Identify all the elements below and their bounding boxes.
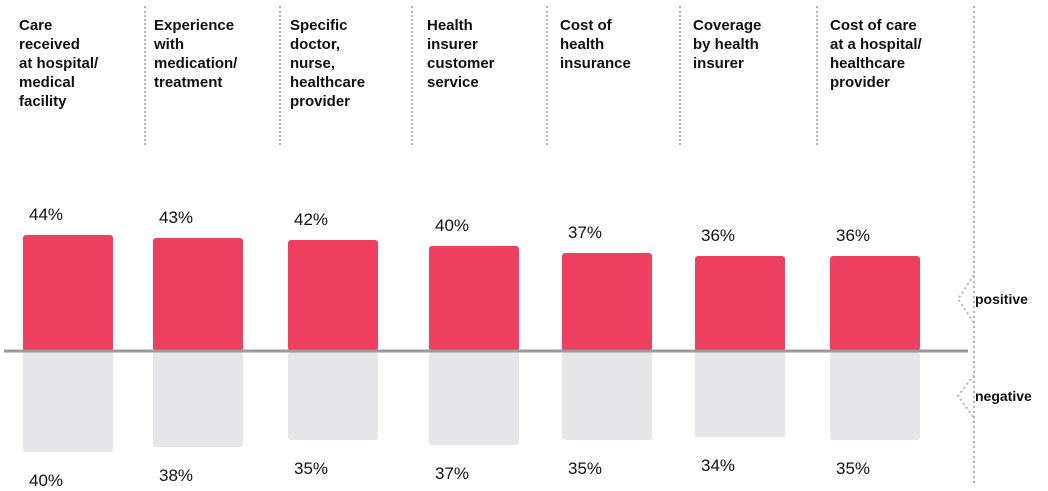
negative-bar: [23, 352, 113, 452]
negative-brace: [956, 374, 975, 419]
positive-bar: [429, 245, 519, 351]
negative-value-label: 38%: [158, 466, 194, 485]
positive-bar: [830, 256, 920, 351]
positive-value-label: 42%: [293, 210, 329, 230]
negative-value-label: 35%: [293, 458, 329, 478]
positive-value-label: 43%: [158, 207, 194, 227]
positive-side-label: positive: [975, 291, 1028, 307]
negative-value-label: 40%: [28, 471, 64, 490]
category-label: Cost of care at a hospital/ healthcare p…: [830, 17, 922, 91]
negative-value-label: 35%: [567, 458, 603, 478]
category-label: Care received at hospital/ medical facil…: [19, 17, 99, 110]
category-separator: [144, 6, 146, 145]
positive-bar: [288, 240, 378, 351]
negative-value-label: 35%: [835, 458, 871, 478]
negative-bar: [695, 352, 785, 437]
positive-value-label: 40%: [434, 215, 470, 235]
positive-bar: [23, 235, 113, 351]
positive-value-label: 44%: [28, 205, 64, 224]
positive-bar: [153, 237, 243, 351]
positive-bar: [562, 253, 652, 351]
category-label: Experience with medication/ treatment: [154, 17, 238, 91]
negative-bar: [288, 352, 378, 440]
negative-value-label: 34%: [700, 456, 736, 475]
positive-value-label: 36%: [835, 226, 871, 246]
category-label: Cost of health insurance: [560, 17, 631, 72]
category-separator: [279, 6, 281, 145]
category-separator: [679, 6, 681, 145]
negative-value-label: 37%: [434, 463, 470, 483]
positive-value-label: 37%: [567, 223, 603, 243]
positive-bar: [695, 256, 785, 351]
negative-bar: [429, 352, 519, 445]
negative-bar: [830, 352, 920, 440]
positive-brace: [956, 274, 975, 324]
negative-bar: [562, 352, 652, 440]
positive-value-label: 36%: [700, 226, 736, 246]
category-separator: [546, 6, 548, 145]
category-separator: [816, 6, 818, 145]
category-label: Coverage by health insurer: [693, 17, 762, 72]
category-label: Specific doctor, nurse, healthcare provi…: [290, 17, 366, 110]
category-separator: [411, 6, 413, 145]
category-label: Health insurer customer service: [427, 17, 495, 91]
negative-side-label: negative: [975, 388, 1032, 404]
negative-bar: [153, 352, 243, 447]
